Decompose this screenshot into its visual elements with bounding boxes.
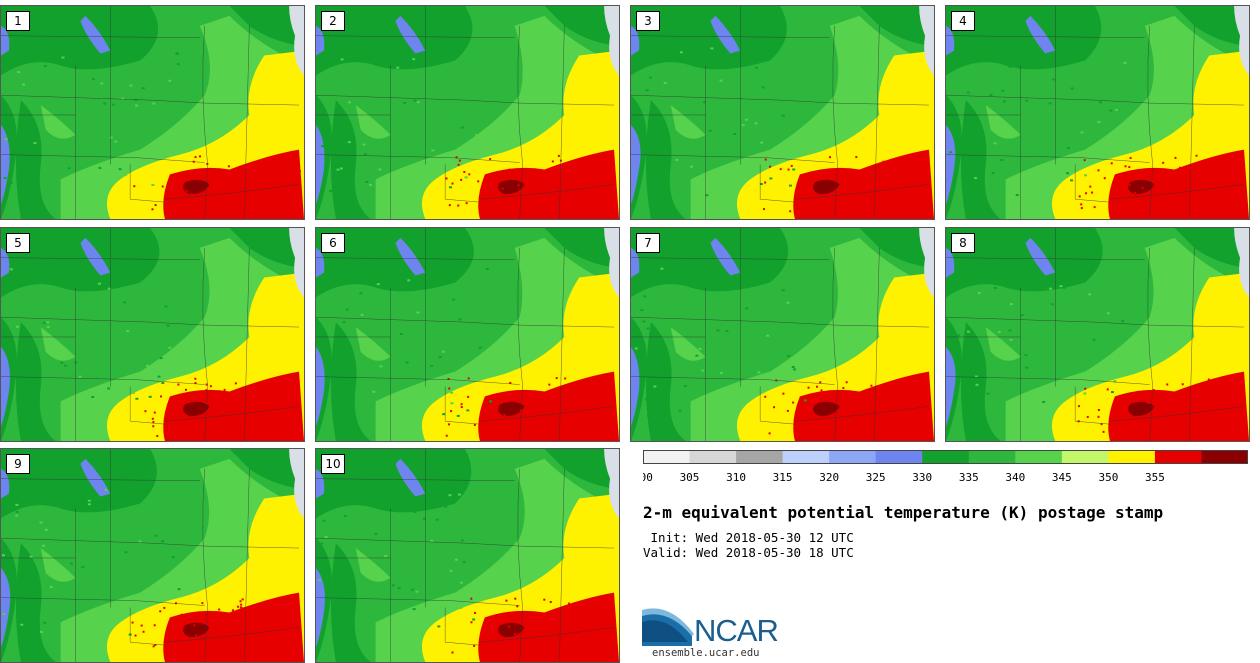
- colorbar-tick-label: 340: [1005, 471, 1025, 484]
- equivalent-potential-temperature-map: [316, 6, 619, 219]
- member-number-label: 3: [636, 11, 660, 31]
- colorbar-swatch: [1201, 450, 1248, 464]
- member-number-label: 1: [6, 11, 30, 31]
- colorbar-tick-label: 315: [773, 471, 793, 484]
- ncar-logo-text: NCAR: [694, 613, 779, 648]
- equivalent-potential-temperature-map: [1, 228, 304, 441]
- postage-stamp-panel[interactable]: 8: [945, 227, 1250, 442]
- colorbar-tick-label: 350: [1098, 471, 1118, 484]
- colorbar-swatch: [922, 450, 970, 464]
- colorbar-tick-label: 355: [1145, 471, 1165, 484]
- colorbar-outline: [643, 450, 1248, 464]
- colorbar-tick-label: 320: [819, 471, 839, 484]
- colorbar-swatch: [736, 450, 784, 464]
- figure-title: 2-m equivalent potential temperature (K)…: [643, 503, 1164, 522]
- colorbar: 300 305 310 315 320 325 330 335 340 345 350 355: [643, 450, 1248, 484]
- postage-stamp-panel[interactable]: 10: [315, 448, 620, 663]
- member-number-label: 5: [6, 233, 30, 253]
- postage-stamp-panel[interactable]: 1: [0, 5, 305, 220]
- postage-stamp-panel[interactable]: 6: [315, 227, 620, 442]
- equivalent-potential-temperature-map: [946, 228, 1249, 441]
- colorbar-swatch: [1108, 450, 1156, 464]
- member-number-label: 10: [321, 454, 345, 474]
- equivalent-potential-temperature-map: [631, 6, 934, 219]
- member-number-label: 4: [951, 11, 975, 31]
- colorbar-swatch: [782, 450, 830, 464]
- colorbar-swatch: [968, 450, 1016, 464]
- colorbar-tick-label: 310: [726, 471, 746, 484]
- member-number-label: 2: [321, 11, 345, 31]
- equivalent-potential-temperature-map: [631, 228, 934, 441]
- colorbar-tick-label: 325: [866, 471, 886, 484]
- equivalent-potential-temperature-map: [316, 228, 619, 441]
- member-number-label: 8: [951, 233, 975, 253]
- postage-stamp-panel[interactable]: 4: [945, 5, 1250, 220]
- colorbar-swatch: [1015, 450, 1063, 464]
- postage-stamp-panel[interactable]: 5: [0, 227, 305, 442]
- colorbar-tick-label: 335: [959, 471, 979, 484]
- colorbar-tick-label: 330: [912, 471, 932, 484]
- postage-stamp-panel[interactable]: 9: [0, 448, 305, 663]
- colorbar-swatch: [875, 450, 923, 464]
- member-number-label: 7: [636, 233, 660, 253]
- equivalent-potential-temperature-map: [1, 449, 304, 662]
- equivalent-potential-temperature-map: [1, 6, 304, 219]
- equivalent-potential-temperature-map: [946, 6, 1249, 219]
- member-number-label: 6: [321, 233, 345, 253]
- colorbar-tick-label: 305: [680, 471, 700, 484]
- time-info: Init: Wed 2018-05-30 12 UTC Valid: Wed 20…: [643, 530, 854, 560]
- colorbar-swatch: [1154, 450, 1202, 464]
- member-number-label: 9: [6, 454, 30, 474]
- colorbar-tick-label: 300: [643, 471, 653, 484]
- postage-stamp-panel[interactable]: 2: [315, 5, 620, 220]
- valid-time: Valid: Wed 2018-05-30 18 UTC: [643, 545, 854, 560]
- colorbar-swatch: [829, 450, 877, 464]
- init-time: Init: Wed 2018-05-30 12 UTC: [643, 530, 854, 545]
- colorbar-tick-label: 345: [1052, 471, 1072, 484]
- colorbar-swatch: [643, 450, 691, 464]
- colorbar-swatch: [1061, 450, 1109, 464]
- logo-url: ensemble.ucar.edu: [652, 647, 760, 659]
- equivalent-potential-temperature-map: [316, 449, 619, 662]
- ncar-swoosh-icon: [642, 608, 694, 646]
- postage-stamp-panel[interactable]: 3: [630, 5, 935, 220]
- postage-stamp-panel[interactable]: 7: [630, 227, 935, 442]
- ncar-logo[interactable]: NCAR ensemble.ucar.edu: [642, 604, 792, 662]
- colorbar-swatch: [689, 450, 737, 464]
